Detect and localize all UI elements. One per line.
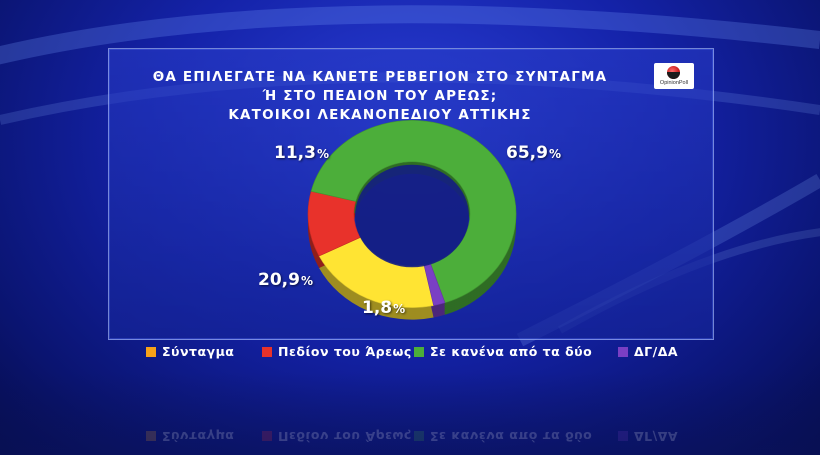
legend-swatch xyxy=(262,346,272,357)
legend-reflection-item: Σε κανένα από τα δύο xyxy=(414,429,592,444)
data-label-kanena: 65,9% xyxy=(506,143,561,163)
legend-item-kanena: Σε κανένα από τα δύο xyxy=(414,344,592,359)
chart-title: ΘΑ ΕΠΙΛΕΓΑΤΕ ΝΑ ΚΑΝΕΤΕ ΡΕΒΕΓΙΟΝ ΣΤΟ ΣΥΝΤ… xyxy=(140,68,620,125)
legend-item-syntagma: Σύνταγμα xyxy=(146,344,234,359)
data-label-pedion: 11,3% xyxy=(274,143,329,163)
opinionpoll-logo: OpinionPoll xyxy=(654,63,694,89)
legend-item-pedion: Πεδίον του Άρεως xyxy=(262,344,412,359)
data-label-dgda: 1,8% xyxy=(362,298,406,318)
donut-hole xyxy=(355,164,469,268)
data-label-syntagma: 20,9% xyxy=(258,270,313,290)
legend-swatch xyxy=(414,346,424,357)
floor-reflection-area xyxy=(0,372,820,455)
logo-text: OpinionPoll xyxy=(659,80,689,86)
legend-reflection-item: Σύνταγμα xyxy=(146,429,234,444)
legend-reflection-item: ΔΓ/ΔΑ xyxy=(618,429,678,444)
legend-swatch xyxy=(618,346,628,357)
title-line-1: ΘΑ ΕΠΙΛΕΓΑΤΕ ΝΑ ΚΑΝΕΤΕ ΡΕΒΕΓΙΟΝ ΣΤΟ ΣΥΝΤ… xyxy=(152,69,608,85)
legend-reflection: Σύνταγμα Πεδίον του Άρεως Σε κανένα από … xyxy=(142,422,702,444)
logo-mark-icon xyxy=(667,66,680,79)
legend-swatch xyxy=(146,346,156,357)
title-line-2: Ή ΣΤΟ ΠΕΔΙΟΝ ΤΟΥ ΑΡΕΩΣ; xyxy=(262,88,498,104)
title-line-3: ΚΑΤΟΙΚΟΙ ΛΕΚΑΝΟΠΕΔΙΟΥ ΑΤΤΙΚΗΣ xyxy=(228,107,532,123)
legend-reflection-item: Πεδίον του Άρεως xyxy=(262,429,412,444)
chart-legend: Σύνταγμα Πεδίον του Άρεως Σε κανένα από … xyxy=(142,344,702,366)
slice-kanena xyxy=(310,120,517,304)
legend-item-dgda: ΔΓ/ΔΑ xyxy=(618,344,678,359)
